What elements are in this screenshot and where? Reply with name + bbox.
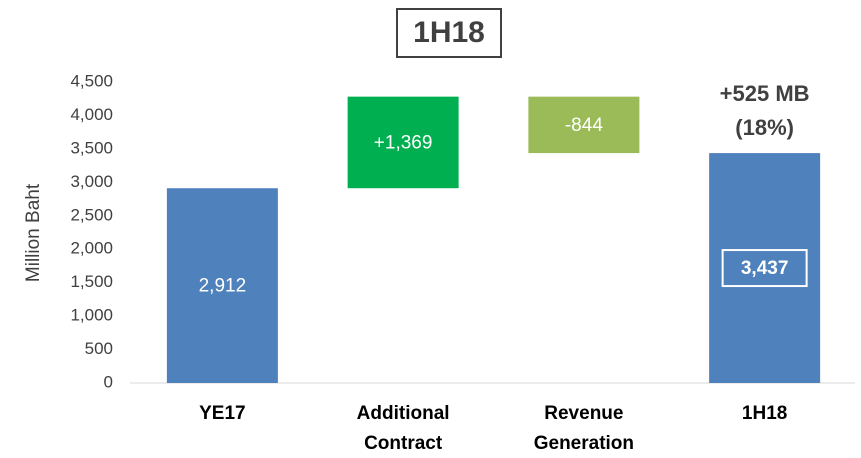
x-tick-label: YE17: [199, 403, 245, 424]
value-label: -844: [565, 115, 603, 136]
y-tick-label: 2,500: [70, 205, 113, 224]
x-tick-line: Revenue: [544, 403, 623, 424]
x-tick-label: Revenue Generation: [534, 403, 634, 454]
value-label: +1,369: [374, 132, 433, 153]
bar: [709, 153, 821, 383]
x-tick-line: Additional: [357, 403, 450, 424]
x-tick-label: 1H18: [742, 403, 787, 424]
x-tick-line: Contract: [364, 433, 443, 454]
y-tick-label: 1,000: [70, 306, 113, 325]
value-label: 3,437: [741, 258, 789, 279]
y-tick-label: 3,000: [70, 172, 113, 191]
chart-title: 1H18: [413, 16, 485, 49]
label-box: [721, 249, 808, 288]
x-tick-label: Additional Contract: [357, 403, 450, 454]
y-axis-label: Million Baht: [23, 183, 44, 282]
x-tick-line: Generation: [534, 433, 634, 454]
y-tick-label: 500: [85, 339, 113, 358]
annotation: (18%): [735, 115, 794, 140]
bar: [528, 96, 640, 154]
y-tick-label: 2,000: [70, 239, 113, 258]
y-tick-label: 1,500: [70, 272, 113, 291]
y-tick-label: 0: [104, 372, 113, 391]
y-tick-label: 3,500: [70, 138, 113, 157]
value-label: 2,912: [199, 276, 247, 297]
y-tick-label: 4,500: [70, 71, 113, 90]
title-box: [396, 8, 502, 58]
annotation: +525 MB: [720, 81, 810, 106]
bar: [347, 96, 459, 189]
y-tick-label: 4,000: [70, 105, 113, 124]
bar: [166, 188, 278, 383]
